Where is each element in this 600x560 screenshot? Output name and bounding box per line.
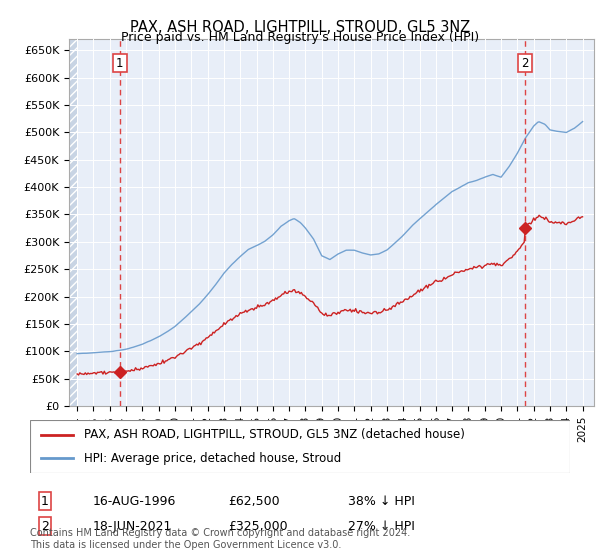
Text: 18-JUN-2021: 18-JUN-2021: [93, 520, 172, 533]
Text: 16-AUG-1996: 16-AUG-1996: [93, 494, 176, 508]
Bar: [69, 39, 77, 406]
Text: 27% ↓ HPI: 27% ↓ HPI: [348, 520, 415, 533]
Text: HPI: Average price, detached house, Stroud: HPI: Average price, detached house, Stro…: [84, 452, 341, 465]
Text: 1: 1: [41, 494, 49, 508]
Text: 1: 1: [116, 57, 124, 69]
Text: Price paid vs. HM Land Registry's House Price Index (HPI): Price paid vs. HM Land Registry's House …: [121, 31, 479, 44]
Text: £325,000: £325,000: [228, 520, 287, 533]
Text: 2: 2: [521, 57, 529, 69]
Text: Contains HM Land Registry data © Crown copyright and database right 2024.
This d: Contains HM Land Registry data © Crown c…: [30, 528, 410, 550]
Text: 38% ↓ HPI: 38% ↓ HPI: [348, 494, 415, 508]
Text: PAX, ASH ROAD, LIGHTPILL, STROUD, GL5 3NZ: PAX, ASH ROAD, LIGHTPILL, STROUD, GL5 3N…: [130, 20, 470, 35]
FancyBboxPatch shape: [30, 420, 570, 473]
Text: 2: 2: [41, 520, 49, 533]
Text: PAX, ASH ROAD, LIGHTPILL, STROUD, GL5 3NZ (detached house): PAX, ASH ROAD, LIGHTPILL, STROUD, GL5 3N…: [84, 428, 465, 441]
Text: £62,500: £62,500: [228, 494, 280, 508]
